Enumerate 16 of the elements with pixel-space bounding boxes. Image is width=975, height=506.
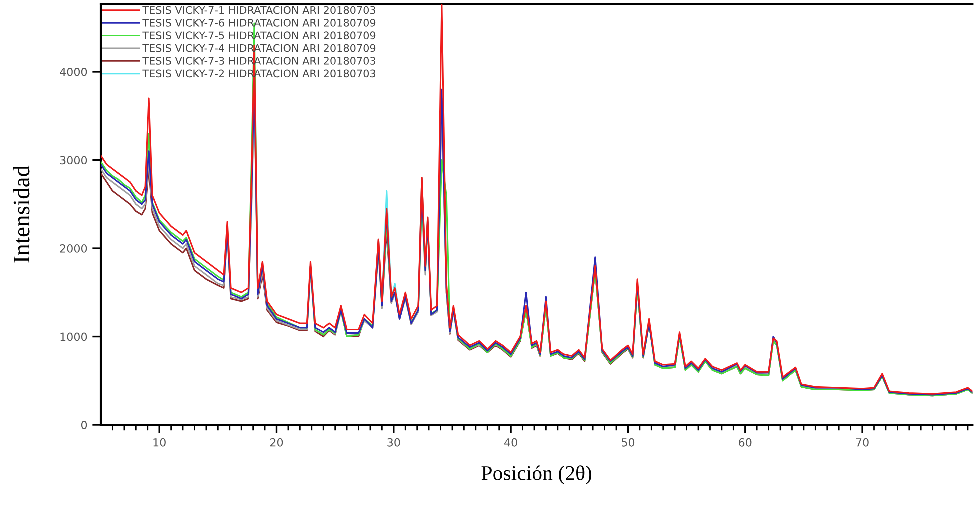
x-axis-title: Posición (2θ) xyxy=(482,466,592,485)
x-tick-label: 10 xyxy=(154,438,166,447)
y-tick-label: 4000 xyxy=(60,68,88,76)
x-tick-label: 60 xyxy=(739,438,752,447)
y-axis-title: Intensidad xyxy=(13,166,30,263)
x-tick-label: 70 xyxy=(856,438,869,447)
y-tick-label: 2000 xyxy=(60,244,88,253)
x-tick-label: 20 xyxy=(270,438,284,447)
x-tick-label: 50 xyxy=(622,438,635,447)
y-tick-label: 0 xyxy=(81,421,88,430)
x-tick-label: 40 xyxy=(504,438,518,447)
legend-label: TESIS VICKY-7-1 HIDRATACION ARI 20180703 xyxy=(142,6,376,14)
y-tick-label: 1000 xyxy=(60,332,88,342)
y-tick-label: 3000 xyxy=(60,156,88,165)
legend-label: TESIS VICKY-7-6 HIDRATACION ARI 20180709 xyxy=(142,19,376,27)
x-tick-label: 30 xyxy=(388,438,400,447)
